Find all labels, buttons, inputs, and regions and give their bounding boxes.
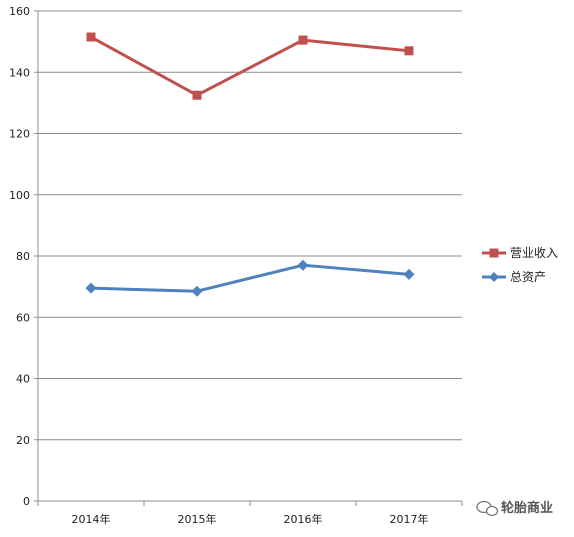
grid-lines	[38, 10, 462, 441]
y-tick-label: 0	[23, 495, 30, 508]
x-tick-label: 2015年	[178, 512, 217, 526]
data-point	[297, 259, 309, 271]
x-tick-label: 2017年	[390, 512, 429, 526]
legend-label: 总资产	[510, 270, 546, 284]
y-tick-label: 100	[9, 189, 30, 202]
watermark: 轮胎商业	[476, 500, 553, 517]
data-point	[86, 32, 96, 42]
legend-label: 营业收入	[510, 246, 558, 260]
series-line	[90, 263, 410, 293]
legend-marker	[489, 272, 499, 282]
x-tick-label: 2016年	[284, 512, 323, 526]
y-tick-label: 160	[9, 5, 30, 18]
y-tick-label: 60	[16, 311, 30, 324]
data-point	[192, 90, 202, 100]
axes	[34, 10, 463, 506]
data-point	[85, 282, 97, 294]
data-point	[404, 46, 414, 56]
y-tick-label: 140	[9, 66, 30, 79]
watermark-text: 轮胎商业	[501, 500, 553, 516]
legend-marker	[489, 248, 499, 258]
wechat-icon	[476, 500, 499, 517]
y-tick-label: 120	[9, 128, 30, 141]
series-1	[86, 32, 414, 100]
data-point	[298, 35, 308, 45]
legend-item: 营业收入	[482, 246, 558, 260]
y-tick-label: 80	[16, 250, 30, 263]
y-tick-label: 40	[16, 373, 30, 386]
series-line	[90, 35, 410, 97]
y-tick-label: 20	[16, 434, 30, 447]
x-tick-label: 2014年	[72, 512, 111, 526]
legend-item: 总资产	[482, 270, 546, 284]
data-point	[191, 285, 203, 297]
x-tick-labels: 2014年 2015年 2016年 2017年	[72, 512, 429, 526]
data-point	[403, 268, 415, 280]
y-tick-labels: 0 20 40 60 80 100 120 140 160	[9, 5, 30, 508]
series	[85, 32, 415, 297]
series-2	[85, 259, 415, 297]
